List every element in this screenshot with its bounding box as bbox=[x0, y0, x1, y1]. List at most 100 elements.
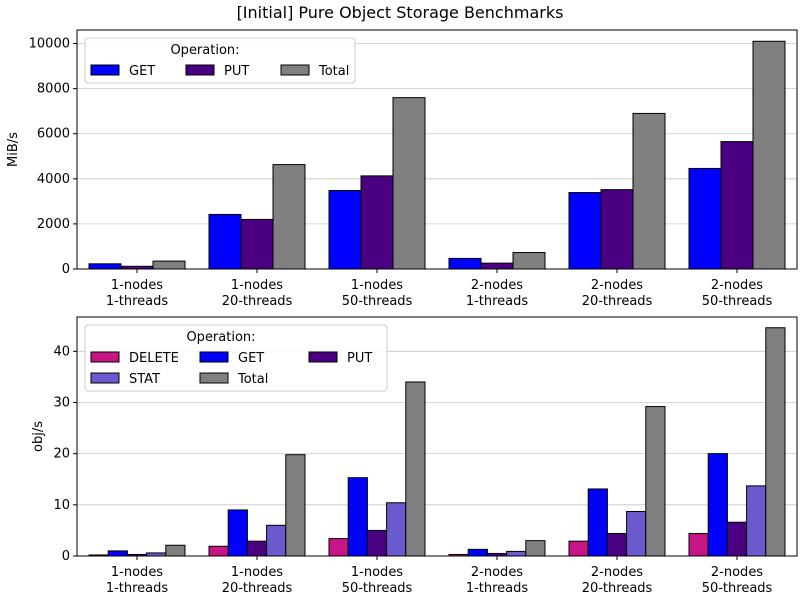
legend-title: Operation: bbox=[170, 43, 239, 58]
bar-get-2 bbox=[328, 190, 362, 270]
bar-get-4 bbox=[587, 488, 608, 557]
legend: Operation: DELETE GET PUT STAT Total bbox=[84, 324, 388, 392]
legend-swatch-put bbox=[185, 64, 215, 76]
y-tick-label: 0 bbox=[62, 549, 70, 564]
legend-label-get: GET bbox=[238, 351, 264, 366]
bar-put-1 bbox=[246, 540, 268, 557]
y-tick-label: 6000 bbox=[37, 127, 70, 142]
x-tick-label: 20-threads bbox=[222, 294, 293, 309]
bar-put-4 bbox=[600, 189, 634, 270]
y-tick-label: 2000 bbox=[37, 217, 70, 232]
x-tick-label: 50-threads bbox=[342, 294, 413, 309]
bar-total-5 bbox=[752, 40, 786, 270]
bar-stat-2 bbox=[386, 502, 407, 557]
y-tick-label: 0 bbox=[62, 262, 70, 277]
bar-put-1 bbox=[240, 218, 274, 270]
y-tick-label: 30 bbox=[53, 395, 70, 410]
x-tick-label: 1-nodes bbox=[111, 278, 163, 293]
plot-frame bbox=[76, 29, 798, 270]
x-tick-label: 20-threads bbox=[582, 581, 653, 596]
bar-delete-2 bbox=[328, 538, 349, 557]
x-tick-label: 2-nodes bbox=[471, 565, 523, 580]
y-tick-label: 10000 bbox=[29, 37, 70, 52]
x-tick-label: 1-threads bbox=[466, 581, 529, 596]
bar-delete-1 bbox=[208, 545, 229, 557]
y-tick-label: 10 bbox=[53, 498, 70, 513]
bar-total-1 bbox=[285, 454, 306, 557]
x-tick-label: 1-nodes bbox=[351, 278, 403, 293]
bar-put-5 bbox=[726, 521, 748, 557]
legend-box bbox=[84, 324, 388, 392]
legend-item-get: GET bbox=[90, 64, 155, 79]
bar-get-4 bbox=[568, 192, 602, 270]
x-tick-label: 1-nodes bbox=[111, 565, 163, 580]
bar-total-0 bbox=[152, 260, 186, 270]
x-tick-label: 50-threads bbox=[342, 581, 413, 596]
bar-total-1 bbox=[272, 164, 306, 270]
legend-swatch-stat bbox=[90, 372, 120, 384]
bar-put-3 bbox=[480, 262, 514, 270]
bar-get-2 bbox=[347, 477, 368, 557]
y-axis-label: obj/s bbox=[31, 421, 46, 452]
legend-item-total: Total bbox=[199, 372, 268, 387]
legend-item-put: PUT bbox=[185, 64, 249, 79]
legend-swatch-get bbox=[90, 64, 120, 76]
bars bbox=[88, 327, 786, 557]
x-tick-label: 2-nodes bbox=[711, 565, 763, 580]
bars bbox=[88, 40, 786, 270]
x-tick-label: 1-threads bbox=[106, 294, 169, 309]
figure-title: [Initial] Pure Object Storage Benchmarks bbox=[237, 3, 564, 22]
bar-delete-4 bbox=[568, 540, 589, 557]
y-tick-label: 4000 bbox=[37, 172, 70, 187]
x-tick-label: 1-nodes bbox=[351, 565, 403, 580]
x-tick-label: 20-threads bbox=[582, 294, 653, 309]
plot-frame bbox=[76, 316, 798, 557]
bar-get-3 bbox=[467, 548, 488, 557]
x-axis: 1-nodes1-threads1-nodes20-threads1-nodes… bbox=[106, 269, 773, 309]
legend-swatch-put bbox=[308, 351, 338, 363]
legend-item-get: GET bbox=[199, 351, 264, 366]
bar-put-2 bbox=[360, 175, 394, 270]
x-tick-label: 1-threads bbox=[106, 581, 169, 596]
legend-label-total: Total bbox=[237, 372, 268, 387]
bar-get-0 bbox=[107, 550, 128, 557]
bar-get-5 bbox=[688, 167, 722, 270]
y-tick-label: 8000 bbox=[37, 82, 70, 97]
x-tick-label: 2-nodes bbox=[471, 278, 523, 293]
bar-total-4 bbox=[645, 406, 666, 557]
x-tick-label: 2-nodes bbox=[591, 565, 643, 580]
y-axis: 0 10 20 30 40 obj/s bbox=[31, 344, 77, 564]
bar-stat-4 bbox=[626, 510, 647, 557]
legend-item-put: PUT bbox=[308, 351, 372, 366]
legend-label-put: PUT bbox=[224, 64, 249, 79]
y-axis-label: MiB/s bbox=[6, 132, 21, 167]
legend-swatch-total bbox=[199, 372, 229, 384]
legend-item-delete: DELETE bbox=[90, 351, 179, 366]
legend-swatch-total bbox=[280, 64, 310, 76]
legend-title: Operation: bbox=[186, 330, 255, 345]
chart-panel-throughput: 0200040006000800010000MiB/s1-nodes1-thre… bbox=[6, 29, 798, 309]
legend-label-put: PUT bbox=[347, 351, 372, 366]
bar-get-5 bbox=[707, 453, 728, 557]
bar-stat-3 bbox=[506, 550, 527, 557]
bar-put-2 bbox=[366, 529, 388, 557]
legend-label-total: Total bbox=[318, 64, 349, 79]
bar-total-4 bbox=[632, 112, 666, 270]
bar-put-5 bbox=[720, 141, 754, 270]
y-tick-label: 40 bbox=[53, 344, 70, 359]
x-tick-label: 1-nodes bbox=[231, 278, 283, 293]
bar-get-1 bbox=[227, 509, 248, 557]
legend-label-get: GET bbox=[129, 64, 155, 79]
bar-put-4 bbox=[606, 532, 628, 557]
y-tick-label: 20 bbox=[53, 447, 70, 462]
x-tick-label: 50-threads bbox=[702, 294, 773, 309]
x-tick-label: 2-nodes bbox=[591, 278, 643, 293]
bar-total-5 bbox=[765, 327, 786, 557]
bar-total-2 bbox=[405, 381, 426, 557]
legend-label-delete: DELETE bbox=[129, 351, 179, 366]
x-tick-label: 20-threads bbox=[222, 581, 293, 596]
bar-stat-5 bbox=[746, 485, 767, 557]
bar-stat-1 bbox=[266, 524, 287, 557]
